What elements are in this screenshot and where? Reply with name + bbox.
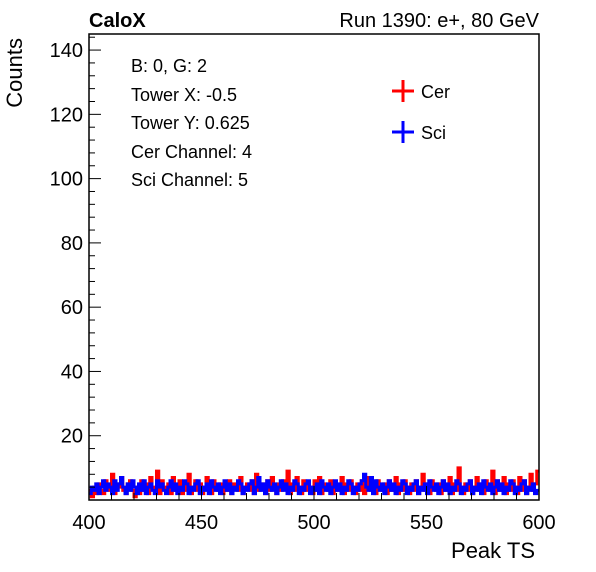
- info-line-tower-y: Tower Y: 0.625: [131, 113, 250, 133]
- info-line-sci-channel: Sci Channel: 5: [131, 170, 248, 190]
- legend-label-cer: Cer: [421, 82, 450, 102]
- legend: Cer Sci: [392, 80, 450, 143]
- experiment-label: CaloX: [89, 10, 146, 32]
- y-tick-label: 80: [61, 233, 83, 255]
- x-tick-label: 600: [522, 512, 555, 534]
- x-tick-label: 550: [410, 512, 443, 534]
- y-tick-label: 140: [50, 40, 83, 62]
- info-line-cer-channel: Cer Channel: 4: [131, 142, 252, 162]
- legend-label-sci: Sci: [421, 123, 446, 143]
- axis-ticks: 400 450 500 550 600 20 40 60 80 100 120 140: [50, 36, 556, 534]
- x-axis-label: Peak TS: [451, 538, 535, 563]
- x-tick-label: 400: [72, 512, 105, 534]
- info-line-tower-x: Tower X: -0.5: [131, 85, 237, 105]
- y-axis-label: Counts: [2, 38, 27, 108]
- legend-marker-sci: [392, 121, 414, 143]
- x-tick-label: 500: [297, 512, 330, 534]
- y-tick-label: 20: [61, 426, 83, 448]
- plot-frame-border: [88, 33, 540, 501]
- run-info-label: Run 1390: e+, 80 GeV: [339, 10, 539, 32]
- y-tick-label: 40: [61, 361, 83, 383]
- x-tick-label: 450: [185, 512, 218, 534]
- y-tick-label: 60: [61, 297, 83, 319]
- y-tick-label: 120: [50, 104, 83, 126]
- y-tick-label: 100: [50, 169, 83, 191]
- info-line-board: B: 0, G: 2: [131, 56, 207, 76]
- info-box: B: 0, G: 2 Tower X: -0.5 Tower Y: 0.625 …: [131, 56, 252, 190]
- legend-marker-cer: [392, 80, 414, 102]
